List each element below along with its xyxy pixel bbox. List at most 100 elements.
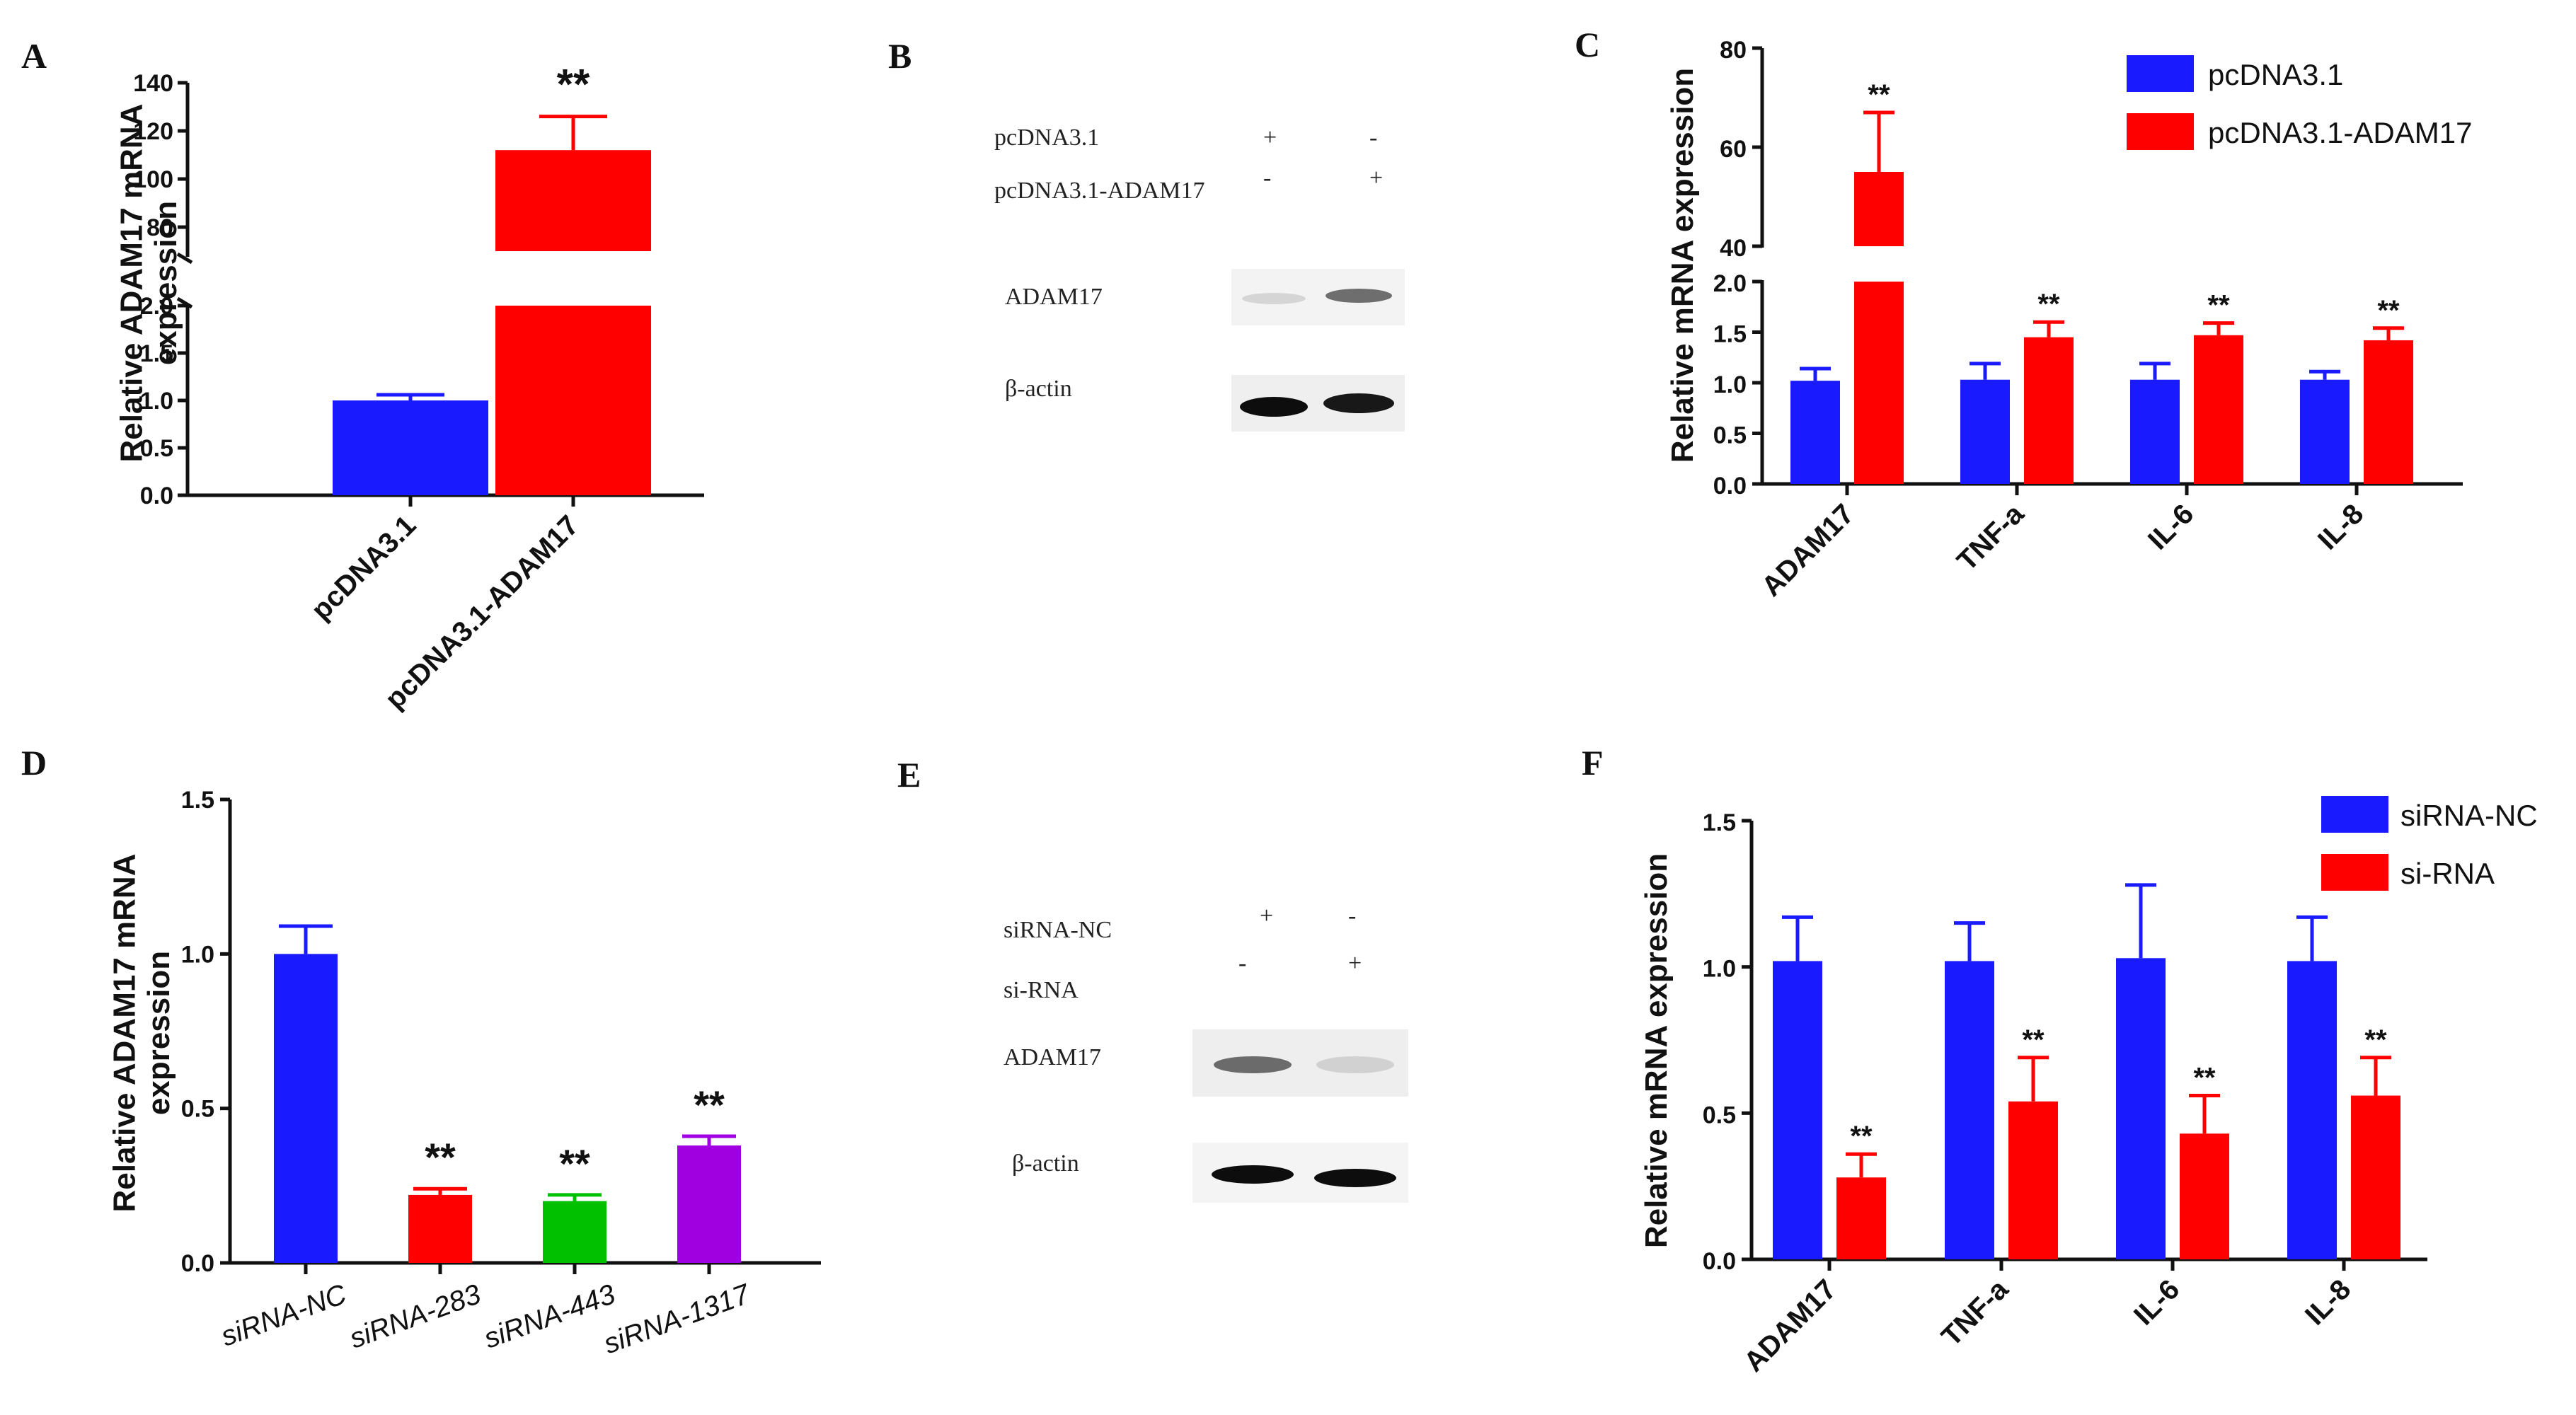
blot-e-row2-mark1: - — [1238, 950, 1246, 976]
a-break-mark-2 — [176, 252, 193, 265]
blot-e-band-adam17-lane2 — [1316, 1056, 1394, 1073]
blot-b-row2-mark1: - — [1263, 165, 1271, 191]
c-significance: ** — [1868, 79, 1890, 110]
panel-letter-a: A — [21, 36, 47, 76]
c-y-tick-label: 1.0 — [1713, 371, 1747, 398]
blot-b-band-actin-lane1 — [1240, 397, 1308, 417]
a-y-tick-label: 1.5 — [140, 340, 173, 367]
d-y-tick-label: 0.5 — [181, 1096, 214, 1123]
blot-e-row1-label: siRNA-NC — [1004, 917, 1112, 943]
f-significance: ** — [1850, 1121, 1873, 1152]
blot-e-row2-mark2: + — [1348, 950, 1362, 976]
d-significance: ** — [559, 1141, 590, 1186]
blot-b-band-adam17-lane2 — [1326, 289, 1392, 303]
panel-letter-f: F — [1582, 743, 1604, 782]
western-blot-e: + - siRNA-NC - + si-RNA ADAM17 β-actin — [1004, 903, 1408, 1203]
a-y-tick-label: 0.0 — [140, 483, 173, 509]
d-significance: ** — [425, 1135, 456, 1179]
c-bar-lower — [1854, 282, 1904, 484]
c-significance: ** — [2377, 295, 2400, 326]
d-bar — [408, 1194, 472, 1263]
c-legend-swatch — [2127, 55, 2194, 92]
f-y-tick-label: 0.5 — [1703, 1102, 1736, 1128]
chart-a: 0.0 0.5 1.0 1.5 2.0 80 100 120 140 Relative ADAM1… — [115, 61, 704, 715]
a-y-tick-label: 0.5 — [140, 435, 173, 462]
blot-e-band-adam17-lane1 — [1214, 1056, 1292, 1073]
western-blot-b: pcDNA3.1 + - pcDNA3.1-ADAM17 - + ADAM17 … — [994, 125, 1405, 432]
blot-b-row1-mark2: - — [1369, 125, 1377, 151]
c-y-axis-title: Relative mRNA expression — [1665, 68, 1700, 463]
c-x-tick-label: ADAM17 — [1756, 498, 1860, 602]
a-y-tick-label: 140 — [133, 70, 173, 97]
blot-b-band2-label: β-actin — [1005, 376, 1072, 402]
blot-e-band1-label: ADAM17 — [1004, 1044, 1101, 1070]
c-bar — [2130, 379, 2180, 484]
d-bar — [677, 1145, 741, 1263]
c-significance: ** — [2037, 289, 2060, 320]
c-legend-label: pcDNA3.1-ADAM17 — [2208, 116, 2472, 149]
blot-b-row2-mark2: + — [1369, 165, 1383, 191]
c-y-tick-label: 1.5 — [1713, 321, 1747, 348]
chart-d: 0.0 0.5 1.0 1.5 Relative ADAM17 mRNAexpressi… — [108, 787, 821, 1360]
c-bar — [2300, 379, 2350, 484]
c-legend-swatch — [2127, 113, 2194, 150]
f-bar — [2351, 1095, 2400, 1259]
f-bar — [1836, 1177, 1886, 1259]
f-legend-label: siRNA-NC — [2400, 799, 2538, 832]
f-bar — [2287, 961, 2337, 1259]
chart-c: 0.0 0.5 1.0 1.5 2.0 40 60 80 Relative mRNA expre… — [1665, 37, 2472, 603]
c-y-tick-label: 2.0 — [1713, 270, 1747, 297]
panel-letter-c: C — [1575, 25, 1600, 64]
c-y-tick-label: 0.0 — [1713, 473, 1747, 499]
blot-e-row1-mark2: - — [1348, 903, 1356, 929]
blot-e-band-actin-lane1 — [1212, 1165, 1294, 1184]
blot-b-band-actin-lane2 — [1323, 393, 1394, 413]
f-significance: ** — [2364, 1024, 2387, 1056]
f-significance: ** — [2022, 1024, 2045, 1056]
blot-e-band2-label: β-actin — [1012, 1150, 1079, 1177]
d-bar — [543, 1201, 606, 1263]
f-x-tick-label: IL-6 — [2128, 1274, 2185, 1331]
a-y-tick-label: 2.0 — [140, 293, 173, 320]
d-y-tick-label: 1.0 — [181, 941, 214, 968]
f-legend-swatch — [2321, 854, 2388, 891]
a-break-mark-1 — [176, 296, 193, 309]
f-y-tick-label: 1.5 — [1703, 809, 1736, 836]
d-y-tick-label: 1.5 — [181, 787, 214, 814]
d-y-tick-label: 0.0 — [181, 1250, 214, 1277]
blot-b-row1-mark1: + — [1263, 125, 1277, 151]
blot-b-band-adam17-lane1 — [1242, 293, 1306, 304]
a-x-tick-label: pcDNA3.1 — [306, 509, 422, 626]
blot-e-row1-mark1: + — [1260, 903, 1273, 929]
a-y-tick-label: 120 — [133, 118, 173, 145]
f-bar — [2180, 1133, 2229, 1259]
blot-e-band-actin-lane2 — [1314, 1169, 1396, 1187]
a-y-tick-label: 80 — [146, 214, 173, 241]
c-x-tick-label: IL-6 — [2142, 498, 2200, 555]
c-bar-upper — [1854, 172, 1904, 246]
c-bar — [1790, 381, 1840, 484]
c-x-tick-label: IL-8 — [2312, 498, 2369, 555]
a-bar-upper — [495, 150, 651, 251]
d-bar — [274, 954, 338, 1263]
c-x-tick-label: TNF-a — [1951, 498, 2030, 577]
a-significance: ** — [557, 61, 590, 108]
a-y-tick-label: 100 — [133, 166, 173, 193]
d-y-axis-title: Relative ADAM17 mRNAexpression — [108, 854, 176, 1213]
f-significance: ** — [2193, 1063, 2216, 1094]
c-bar — [2024, 337, 2074, 484]
f-bar — [1945, 961, 1994, 1259]
f-legend-label: si-RNA — [2400, 857, 2495, 890]
c-y-tick-label: 80 — [1720, 37, 1747, 64]
a-bar — [333, 400, 488, 495]
a-y-axis-title: Relative ADAM17 mRNAexpression — [115, 104, 183, 463]
f-bar — [1773, 961, 1822, 1259]
c-bar — [2194, 335, 2243, 484]
f-y-axis-title: Relative mRNA expression — [1639, 853, 1674, 1248]
d-x-tick-label: siRNA-1317 — [599, 1278, 754, 1361]
d-x-tick-label: siRNA-283 — [345, 1278, 485, 1354]
blot-b-row2-label: pcDNA3.1-ADAM17 — [994, 178, 1204, 204]
d-x-tick-label: siRNA-443 — [480, 1278, 619, 1354]
f-y-tick-label: 0.0 — [1703, 1248, 1736, 1275]
